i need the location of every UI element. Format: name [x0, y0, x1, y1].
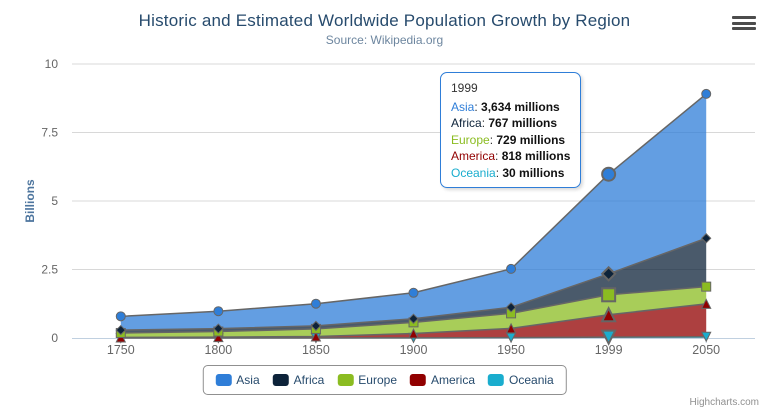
marker-europe-1999[interactable] — [601, 287, 617, 303]
legend-label: America — [431, 373, 476, 387]
legend-item-america[interactable]: America — [410, 373, 475, 387]
x-axis-label: 1950 — [497, 343, 525, 357]
legend-label: Africa — [293, 373, 325, 387]
area-america — [120, 303, 707, 338]
marker-america-2050[interactable] — [700, 298, 712, 309]
y-axis-label: 10 — [45, 57, 59, 71]
legend-item-asia[interactable]: Asia — [215, 373, 260, 387]
legend-label: Europe — [358, 373, 398, 387]
legend-swatch-icon — [488, 374, 505, 386]
legend-item-oceania[interactable]: Oceania — [488, 373, 554, 387]
hamburger-icon — [732, 16, 756, 20]
marker-america-1850[interactable] — [310, 330, 322, 342]
chart-title: Historic and Estimated Worldwide Populat… — [138, 11, 631, 30]
hamburger-icon — [732, 27, 756, 31]
marker-america-1950[interactable] — [505, 322, 517, 334]
x-axis-label: 1850 — [302, 343, 330, 357]
marker-america-1800[interactable] — [213, 331, 224, 343]
marker-oceania-2050[interactable] — [700, 331, 712, 343]
legend-swatch-icon — [272, 374, 289, 386]
x-axis-label: 1900 — [400, 343, 428, 357]
marker-oceania-1999[interactable] — [600, 329, 617, 346]
hamburger-icon — [732, 21, 756, 25]
marker-asia-1950[interactable] — [506, 263, 517, 274]
marker-africa-1750[interactable] — [115, 324, 126, 336]
x-axis-label: 1800 — [204, 343, 232, 357]
legend-item-europe[interactable]: Europe — [337, 373, 397, 387]
legend-label: Oceania — [509, 373, 554, 387]
marker-africa-1800[interactable] — [213, 323, 224, 334]
marker-africa-1900[interactable] — [408, 313, 419, 324]
marker-asia-1750[interactable] — [115, 311, 126, 322]
marker-asia-1800[interactable] — [213, 306, 224, 317]
legend-item-africa[interactable]: Africa — [272, 373, 325, 387]
x-axis-label: 2050 — [692, 343, 720, 357]
x-axis-label: 1999 — [595, 343, 623, 357]
y-axis-label: 2.5 — [41, 263, 58, 277]
context-menu-button[interactable] — [731, 15, 757, 34]
legend-label: Asia — [236, 373, 260, 387]
marker-asia-1999[interactable] — [601, 166, 617, 182]
marker-africa-1950[interactable] — [505, 302, 517, 313]
legend: Asia Africa Europe America Oceania — [202, 365, 567, 395]
marker-europe-2050[interactable] — [701, 281, 712, 292]
marker-africa-1999[interactable] — [600, 265, 617, 282]
marker-asia-2050[interactable] — [701, 88, 712, 99]
marker-asia-1850[interactable] — [310, 298, 321, 309]
x-axis-label: 1750 — [107, 343, 135, 357]
y-axis-label: 5 — [51, 194, 58, 208]
legend-swatch-icon — [410, 374, 427, 386]
marker-asia-1900[interactable] — [408, 287, 419, 298]
credits-link[interactable]: Highcharts.com — [689, 397, 759, 408]
marker-africa-1850[interactable] — [310, 320, 322, 332]
legend-swatch-icon — [337, 374, 354, 386]
marker-america-1999[interactable] — [600, 306, 617, 323]
y-axis-label: 7.5 — [41, 126, 58, 140]
legend-swatch-icon — [215, 374, 232, 386]
marker-africa-2050[interactable] — [701, 233, 712, 244]
y-axis-label: 0 — [51, 331, 58, 345]
chart-subtitle: Source: Wikipedia.org — [325, 33, 444, 47]
area-asia — [120, 93, 707, 331]
marker-america-1900[interactable] — [408, 327, 419, 339]
area-africa — [120, 238, 707, 333]
